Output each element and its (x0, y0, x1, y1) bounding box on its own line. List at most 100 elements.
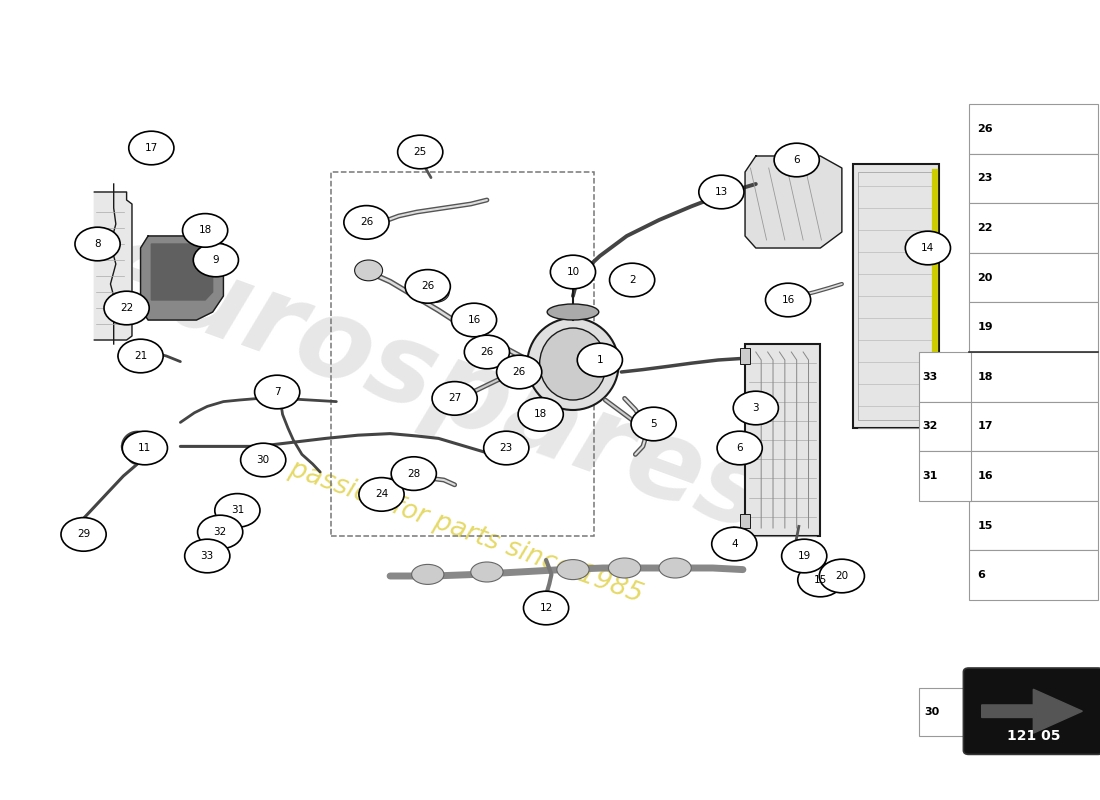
Text: 22: 22 (120, 303, 133, 313)
Text: 2: 2 (629, 275, 636, 285)
Bar (969, 550, 1098, 600)
Text: 22: 22 (978, 223, 993, 233)
Circle shape (712, 527, 757, 561)
Circle shape (609, 263, 654, 297)
Circle shape (774, 287, 802, 308)
Text: 28: 28 (407, 469, 420, 478)
Circle shape (129, 131, 174, 165)
Bar (858, 172, 933, 420)
Circle shape (524, 591, 569, 625)
Circle shape (359, 478, 404, 511)
Circle shape (75, 227, 120, 261)
Text: eurospares: eurospares (85, 214, 781, 554)
Ellipse shape (411, 565, 444, 584)
Text: 15: 15 (978, 521, 993, 530)
Text: 24: 24 (375, 490, 388, 499)
Text: 3: 3 (752, 403, 759, 413)
Text: 21: 21 (134, 351, 147, 361)
Text: 19: 19 (798, 551, 811, 561)
Text: 32: 32 (923, 422, 938, 431)
Text: 6: 6 (793, 155, 800, 165)
Text: 20: 20 (978, 273, 993, 282)
Text: 10: 10 (566, 267, 580, 277)
Text: 33: 33 (923, 372, 938, 382)
Text: 17: 17 (145, 143, 158, 153)
Ellipse shape (547, 304, 598, 320)
Circle shape (905, 231, 950, 265)
Text: a passion for parts since 1985: a passion for parts since 1985 (263, 448, 647, 608)
Ellipse shape (540, 328, 606, 400)
Text: 18: 18 (198, 226, 211, 235)
Circle shape (344, 206, 389, 239)
Bar (969, 203, 1098, 253)
Bar (969, 451, 1098, 501)
Text: 5: 5 (650, 419, 657, 429)
Circle shape (464, 335, 509, 369)
Bar (969, 154, 1098, 203)
Ellipse shape (527, 318, 618, 410)
Ellipse shape (785, 551, 800, 559)
Circle shape (185, 539, 230, 573)
Text: 11: 11 (139, 443, 152, 453)
Text: 20: 20 (835, 571, 848, 581)
Text: 27: 27 (448, 394, 461, 403)
Ellipse shape (471, 562, 503, 582)
Circle shape (241, 443, 286, 477)
Circle shape (475, 343, 503, 364)
Text: 16: 16 (781, 295, 794, 305)
Text: 26: 26 (360, 218, 373, 227)
Text: 23: 23 (978, 174, 993, 183)
Text: 17: 17 (978, 422, 993, 431)
Text: 26: 26 (421, 282, 434, 291)
Bar (969, 402, 1098, 451)
Text: 9: 9 (212, 255, 219, 265)
Circle shape (118, 339, 163, 373)
Ellipse shape (608, 558, 640, 578)
Text: 30: 30 (256, 455, 270, 465)
Text: 7: 7 (274, 387, 280, 397)
Circle shape (432, 382, 477, 415)
Bar (331, 172, 594, 536)
Bar (920, 688, 971, 736)
Polygon shape (152, 244, 212, 300)
Circle shape (774, 143, 820, 177)
Bar (739, 348, 750, 364)
Circle shape (766, 283, 811, 317)
Text: 14: 14 (922, 243, 935, 253)
Ellipse shape (659, 558, 691, 578)
FancyBboxPatch shape (964, 668, 1100, 754)
Bar (920, 402, 971, 451)
Text: 16: 16 (468, 315, 481, 325)
Bar (969, 253, 1098, 302)
Bar (417, 155, 428, 162)
Circle shape (354, 260, 383, 281)
Text: 19: 19 (978, 322, 993, 332)
Text: 30: 30 (925, 707, 939, 717)
Circle shape (214, 494, 260, 527)
Bar (969, 104, 1098, 154)
Text: 121 05: 121 05 (1006, 730, 1060, 743)
Circle shape (198, 515, 243, 549)
Text: 16: 16 (978, 471, 993, 481)
Ellipse shape (722, 545, 737, 553)
Bar (920, 451, 971, 501)
Text: 4: 4 (732, 539, 738, 549)
Circle shape (254, 375, 300, 409)
Circle shape (421, 282, 449, 302)
Circle shape (798, 563, 843, 597)
Text: 12: 12 (539, 603, 552, 613)
Bar (852, 164, 938, 428)
Circle shape (578, 343, 623, 377)
Text: 33: 33 (200, 551, 213, 561)
Bar (969, 302, 1098, 352)
Circle shape (631, 407, 676, 441)
Text: 31: 31 (923, 471, 938, 481)
Circle shape (820, 559, 865, 593)
Text: 18: 18 (535, 410, 548, 419)
Circle shape (405, 270, 450, 303)
Circle shape (462, 308, 491, 329)
Text: 15: 15 (814, 575, 827, 585)
Ellipse shape (557, 560, 590, 579)
Circle shape (392, 457, 437, 490)
Circle shape (782, 539, 827, 573)
